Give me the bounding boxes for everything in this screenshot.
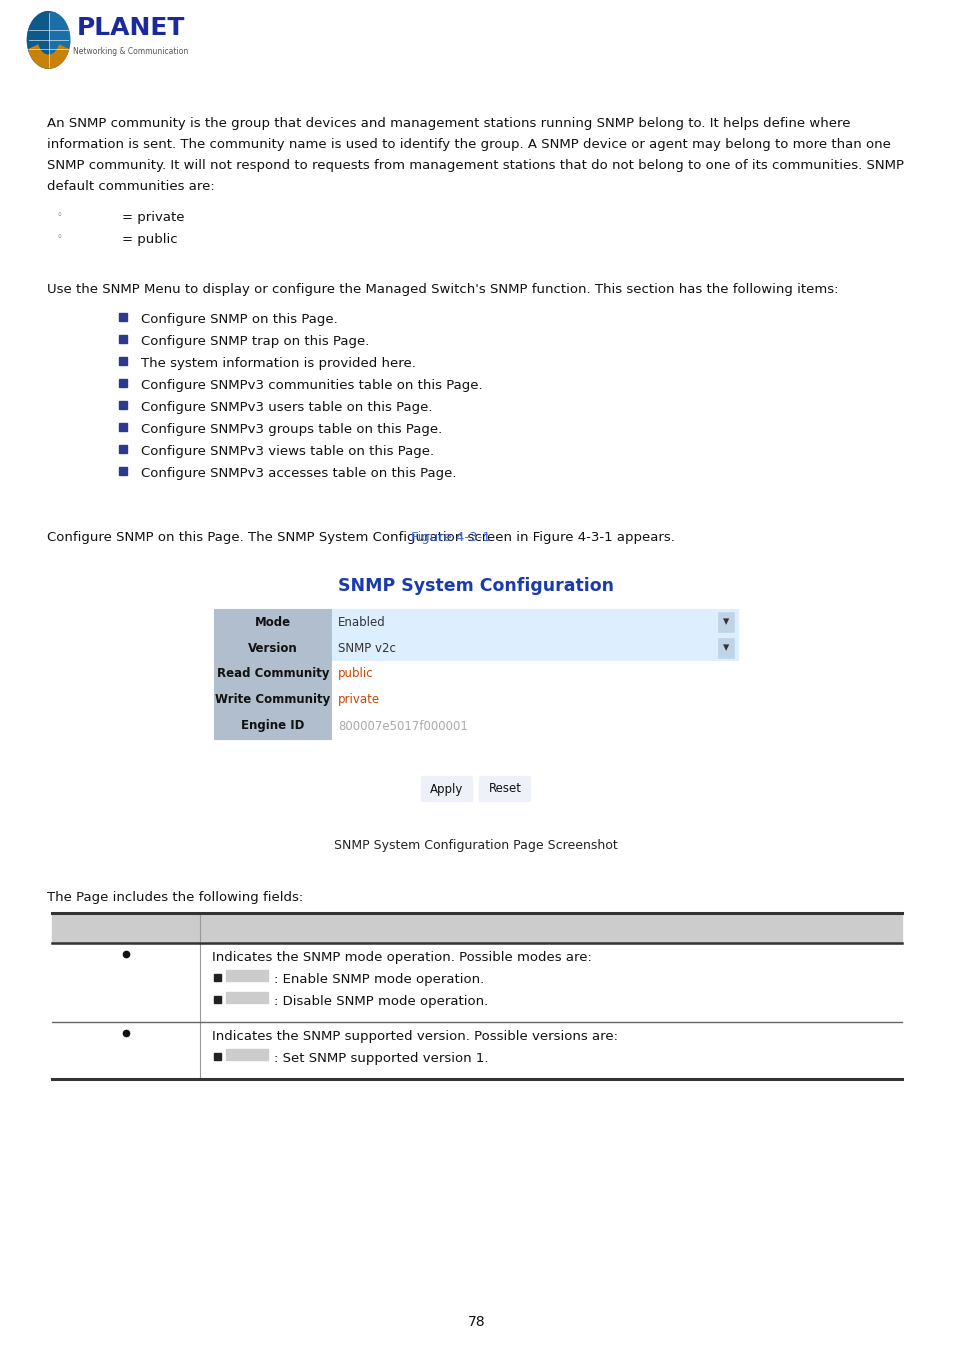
Bar: [119, 335, 127, 343]
Text: : Set SNMP supported version 1.: : Set SNMP supported version 1.: [274, 1052, 488, 1065]
Text: public: public: [337, 667, 374, 680]
Text: 800007e5017f000001: 800007e5017f000001: [337, 720, 467, 733]
Text: Configure SNMP on this Page. The SNMP System Configuration screen in Figure 4-3-: Configure SNMP on this Page. The SNMP Sy…: [47, 531, 674, 544]
Bar: [119, 356, 127, 365]
Bar: [332, 713, 738, 738]
Wedge shape: [28, 12, 49, 69]
Text: SNMP System Configuration Page Screenshot: SNMP System Configuration Page Screensho…: [334, 838, 618, 852]
Bar: [213, 996, 221, 1003]
Bar: [213, 687, 332, 713]
Bar: [119, 423, 127, 431]
Text: Indicates the SNMP supported version. Possible versions are:: Indicates the SNMP supported version. Po…: [212, 1030, 618, 1044]
Text: Write Community: Write Community: [215, 694, 331, 706]
Text: Version: Version: [248, 641, 297, 655]
Text: information is sent. The community name is used to identify the group. A SNMP de: information is sent. The community name …: [47, 138, 890, 151]
Text: Mode: Mode: [254, 616, 291, 629]
Bar: [226, 971, 268, 981]
Bar: [332, 662, 738, 687]
Bar: [226, 992, 268, 1003]
Bar: [213, 662, 332, 687]
Text: SNMP System Configuration: SNMP System Configuration: [337, 576, 614, 595]
Text: 78: 78: [468, 1315, 485, 1328]
Bar: [332, 634, 738, 662]
Bar: [119, 446, 127, 454]
Text: Apply: Apply: [430, 783, 463, 795]
Text: SNMP v2c: SNMP v2c: [337, 641, 395, 655]
Bar: [213, 1053, 221, 1060]
Text: Read Community: Read Community: [216, 667, 329, 680]
Text: Configure SNMP trap on this Page.: Configure SNMP trap on this Page.: [141, 335, 369, 348]
Bar: [52, 913, 901, 944]
Bar: [213, 609, 332, 634]
Text: Use the SNMP Menu to display or configure the Managed Switch's SNMP function. Th: Use the SNMP Menu to display or configur…: [47, 284, 838, 296]
Text: : Disable SNMP mode operation.: : Disable SNMP mode operation.: [274, 995, 488, 1008]
Text: SNMP community. It will not respond to requests from management stations that do: SNMP community. It will not respond to r…: [47, 159, 903, 171]
Text: Indicates the SNMP mode operation. Possible modes are:: Indicates the SNMP mode operation. Possi…: [212, 950, 591, 964]
Text: default communities are:: default communities are:: [47, 180, 214, 193]
Text: Configure SNMPv3 users table on this Page.: Configure SNMPv3 users table on this Pag…: [141, 401, 432, 414]
FancyBboxPatch shape: [479, 776, 530, 802]
Text: private: private: [337, 694, 379, 706]
Bar: [213, 713, 332, 738]
Text: Networking & Communication: Networking & Communication: [73, 47, 188, 57]
Bar: [213, 634, 332, 662]
Text: Reset: Reset: [488, 783, 521, 795]
Text: Configure SNMP on this Page.: Configure SNMP on this Page.: [141, 313, 337, 325]
Bar: [332, 609, 738, 634]
Bar: [718, 612, 733, 632]
Text: Configure SNMPv3 communities table on this Page.: Configure SNMPv3 communities table on th…: [141, 379, 482, 391]
Bar: [119, 313, 127, 321]
Text: ◦: ◦: [57, 232, 63, 242]
Text: An SNMP community is the group that devices and management stations running SNMP: An SNMP community is the group that devi…: [47, 117, 850, 130]
Text: The system information is provided here.: The system information is provided here.: [141, 356, 416, 370]
Text: Figure 4-3-1: Figure 4-3-1: [411, 531, 491, 544]
Text: Configure SNMPv3 groups table on this Page.: Configure SNMPv3 groups table on this Pa…: [141, 423, 442, 436]
Text: ▾: ▾: [722, 641, 728, 655]
FancyBboxPatch shape: [421, 776, 472, 802]
Wedge shape: [29, 45, 69, 69]
Text: ◦: ◦: [57, 211, 63, 220]
Bar: [213, 973, 221, 981]
Text: Configure SNMPv3 accesses table on this Page.: Configure SNMPv3 accesses table on this …: [141, 467, 456, 481]
Bar: [226, 1049, 268, 1060]
Bar: [119, 379, 127, 387]
Text: Enabled: Enabled: [337, 616, 385, 629]
Text: Configure SNMPv3 views table on this Page.: Configure SNMPv3 views table on this Pag…: [141, 446, 434, 458]
Text: ▾: ▾: [722, 616, 728, 629]
Bar: [119, 467, 127, 475]
Text: Engine ID: Engine ID: [241, 720, 304, 733]
Text: The Page includes the following fields:: The Page includes the following fields:: [47, 891, 303, 904]
Bar: [332, 687, 738, 713]
Text: : Enable SNMP mode operation.: : Enable SNMP mode operation.: [274, 973, 484, 985]
Bar: [718, 639, 733, 657]
Text: = private: = private: [122, 211, 184, 224]
Bar: [119, 401, 127, 409]
Bar: [162, 559, 789, 821]
Text: = public: = public: [122, 234, 177, 246]
Circle shape: [28, 12, 70, 69]
Text: PLANET: PLANET: [76, 16, 185, 40]
